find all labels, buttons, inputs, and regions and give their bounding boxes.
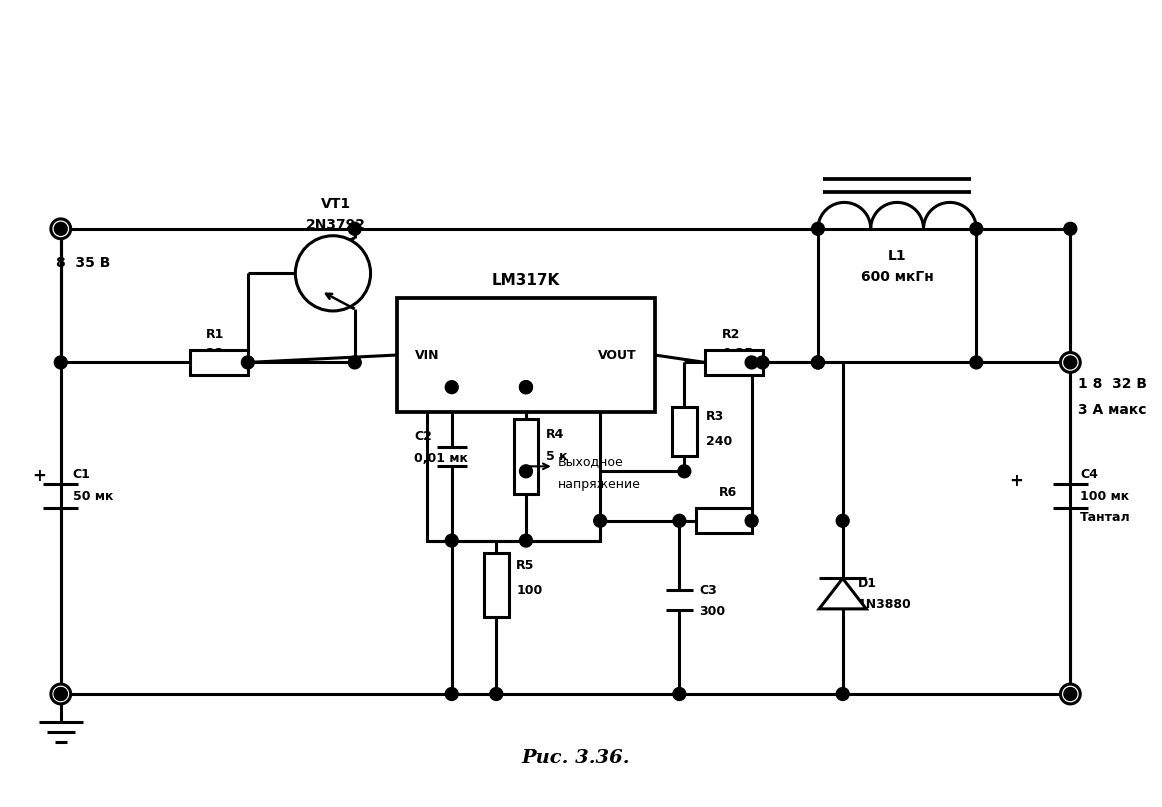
Text: R1: R1 [206, 328, 224, 341]
FancyBboxPatch shape [397, 298, 654, 412]
Circle shape [445, 534, 458, 547]
Circle shape [55, 688, 67, 700]
Text: C4: C4 [1081, 468, 1098, 481]
Text: R6: R6 [719, 486, 737, 499]
Circle shape [970, 356, 983, 369]
FancyBboxPatch shape [705, 350, 762, 374]
Circle shape [51, 219, 71, 239]
Text: 5 к: 5 к [546, 450, 567, 463]
Circle shape [519, 381, 532, 394]
Text: C3: C3 [700, 583, 717, 596]
Text: VIN: VIN [415, 349, 439, 362]
FancyBboxPatch shape [191, 350, 248, 374]
Circle shape [55, 356, 67, 369]
Text: 600 мкГн: 600 мкГн [861, 270, 933, 284]
Circle shape [745, 356, 758, 369]
Circle shape [349, 356, 361, 369]
Text: ADJ: ADJ [514, 424, 538, 437]
Text: R3: R3 [706, 411, 724, 424]
Circle shape [55, 223, 67, 235]
Circle shape [55, 688, 67, 700]
Text: напряжение: напряжение [558, 478, 640, 491]
Polygon shape [819, 579, 866, 608]
Circle shape [1064, 356, 1077, 369]
Text: R2: R2 [722, 328, 740, 341]
Circle shape [1061, 353, 1081, 372]
Text: 15 к: 15 к [719, 506, 749, 519]
Text: LM317K: LM317K [492, 274, 560, 288]
Text: +: + [33, 467, 46, 485]
Text: 8  35 В: 8 35 В [56, 257, 110, 270]
Circle shape [519, 381, 532, 394]
Circle shape [673, 514, 686, 527]
Text: Выходное: Выходное [558, 455, 623, 468]
Text: R4: R4 [546, 429, 564, 441]
Text: C1: C1 [73, 468, 91, 481]
Text: Рис. 3.36.: Рис. 3.36. [522, 750, 630, 767]
Circle shape [837, 688, 849, 700]
Circle shape [811, 356, 824, 369]
Text: 50 мк: 50 мк [73, 490, 113, 503]
Text: 300: 300 [700, 605, 725, 618]
Circle shape [445, 688, 458, 700]
FancyBboxPatch shape [672, 407, 697, 457]
Text: 22: 22 [207, 348, 224, 361]
Text: 2N3792: 2N3792 [306, 218, 366, 232]
Circle shape [811, 223, 824, 235]
Text: 3 А макс: 3 А макс [1078, 403, 1147, 417]
Text: L1: L1 [888, 249, 906, 262]
Circle shape [295, 236, 371, 311]
Text: C2: C2 [414, 430, 432, 443]
FancyBboxPatch shape [483, 553, 509, 617]
Text: VT1: VT1 [321, 197, 351, 211]
Circle shape [1064, 688, 1077, 700]
Circle shape [673, 688, 686, 700]
FancyBboxPatch shape [426, 387, 601, 541]
Circle shape [349, 223, 361, 235]
Circle shape [1064, 223, 1077, 235]
Text: D1: D1 [858, 577, 876, 590]
Circle shape [745, 514, 758, 527]
Circle shape [1061, 684, 1081, 704]
Text: R5: R5 [516, 558, 535, 572]
Circle shape [970, 223, 983, 235]
Circle shape [51, 684, 71, 704]
Circle shape [811, 356, 824, 369]
Circle shape [519, 534, 532, 547]
FancyBboxPatch shape [696, 508, 752, 533]
Text: 100 мк: 100 мк [1081, 490, 1129, 503]
Text: +: + [1009, 472, 1023, 490]
Text: 1N3880: 1N3880 [858, 599, 911, 612]
Circle shape [837, 514, 849, 527]
Circle shape [242, 356, 254, 369]
Circle shape [490, 688, 503, 700]
FancyBboxPatch shape [514, 420, 538, 494]
Text: 240: 240 [706, 435, 732, 448]
Text: 0,01 мк: 0,01 мк [414, 452, 468, 465]
Circle shape [445, 381, 458, 394]
Circle shape [519, 465, 532, 478]
Text: VOUT: VOUT [598, 349, 637, 362]
Text: 1 8  32 В: 1 8 32 В [1078, 377, 1147, 391]
Circle shape [756, 356, 769, 369]
Text: Тантал: Тантал [1081, 512, 1131, 525]
Text: 100: 100 [516, 583, 543, 596]
Circle shape [594, 514, 607, 527]
Text: 0,25: 0,25 [722, 348, 753, 361]
Circle shape [677, 465, 690, 478]
